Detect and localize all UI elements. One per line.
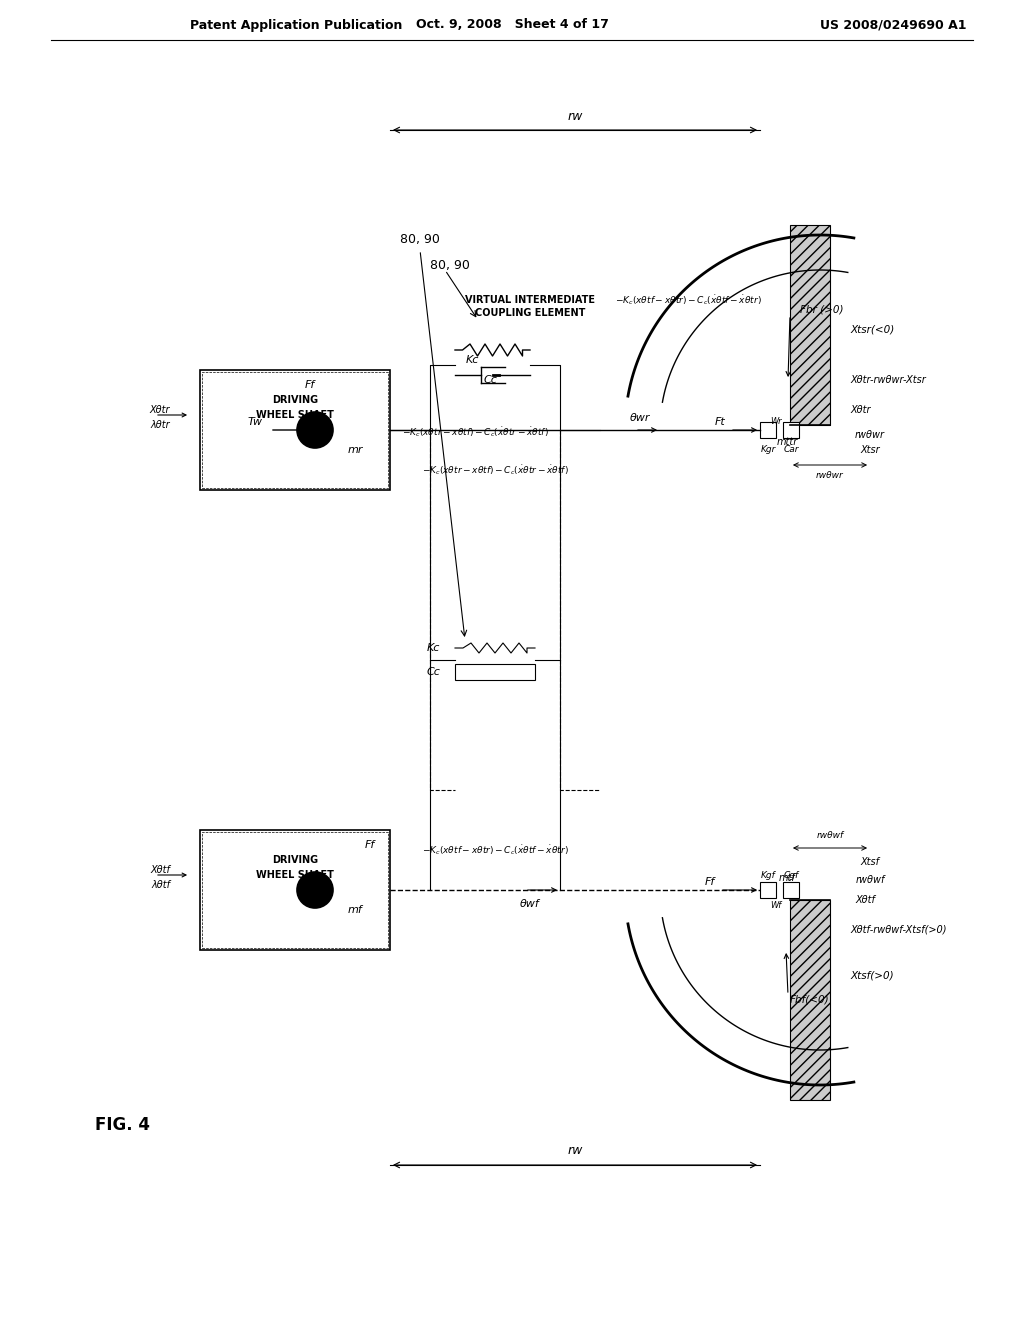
Text: US 2008/0249690 A1: US 2008/0249690 A1 — [820, 18, 967, 32]
Text: $-K_c(x\theta tr-x\theta tf)-C_c(\dot{x}\theta tr-\dot{x}\theta tf)$: $-K_c(x\theta tr-x\theta tf)-C_c(\dot{x}… — [401, 425, 549, 438]
Bar — [783, 422, 799, 438]
Text: WHEEL SHAFT: WHEEL SHAFT — [256, 870, 334, 880]
Bar — [783, 882, 799, 898]
Text: θwr: θwr — [630, 413, 650, 422]
Bar — [200, 830, 390, 950]
Bar — [455, 664, 535, 680]
Text: Kc: Kc — [427, 643, 440, 653]
Text: Xtsf(>0): Xtsf(>0) — [850, 970, 894, 979]
Text: DRIVING: DRIVING — [272, 855, 318, 865]
Bar — [760, 422, 776, 438]
Circle shape — [312, 426, 318, 433]
Text: $-K_c(x\theta tf-x\theta tr)-C_c(\dot{x}\theta tf-\dot{x}\theta tr)$: $-K_c(x\theta tf-x\theta tr)-C_c(\dot{x}… — [422, 843, 568, 857]
Text: rwθwf: rwθwf — [816, 830, 844, 840]
Text: mf: mf — [347, 906, 362, 915]
Circle shape — [312, 887, 318, 894]
Text: Ff: Ff — [365, 840, 375, 850]
Text: Ft: Ft — [715, 417, 725, 426]
Bar — [790, 224, 830, 425]
Text: Xθtf: Xθtf — [151, 865, 170, 875]
Text: rwθwr: rwθwr — [816, 470, 844, 479]
Text: FIG. 4: FIG. 4 — [95, 1115, 150, 1134]
Text: Wr: Wr — [770, 417, 781, 426]
Text: Patent Application Publication: Patent Application Publication — [190, 18, 402, 32]
Text: Tw: Tw — [248, 417, 262, 426]
Text: $-K_c(x\theta tr-x\theta tf)-C_c(\dot{x}\theta tr-\dot{x}\theta tf)$: $-K_c(x\theta tr-x\theta tf)-C_c(\dot{x}… — [422, 463, 568, 477]
Text: Xtsf: Xtsf — [860, 857, 880, 867]
Bar — [202, 372, 388, 488]
Text: mr: mr — [347, 445, 362, 455]
Text: Xθtf-rwθwf-Xtsf(>0): Xθtf-rwθwf-Xtsf(>0) — [850, 925, 946, 935]
Circle shape — [297, 873, 333, 908]
Text: Xtsr(<0): Xtsr(<0) — [850, 325, 894, 335]
Text: VIRTUAL INTERMEDIATE: VIRTUAL INTERMEDIATE — [465, 294, 595, 305]
Text: WHEEL SHAFT: WHEEL SHAFT — [256, 411, 334, 420]
Text: Xθtr-rwθwr-Xtsr: Xθtr-rwθwr-Xtsr — [850, 375, 926, 385]
Bar — [760, 882, 776, 898]
Text: $-K_c(x\theta tf-x\theta tr)-C_c(\dot{x}\theta tf-\dot{x}\theta tr)$: $-K_c(x\theta tf-x\theta tr)-C_c(\dot{x}… — [615, 293, 762, 306]
Text: rwθwf: rwθwf — [855, 875, 885, 884]
Text: Xθtr: Xθtr — [150, 405, 170, 414]
Text: Xθtr: Xθtr — [850, 405, 870, 414]
Text: Fbr (>0): Fbr (>0) — [800, 305, 844, 315]
Text: Xtsr: Xtsr — [860, 445, 880, 455]
Bar — [200, 370, 390, 490]
Text: λθtr: λθtr — [151, 420, 170, 430]
Text: rw: rw — [567, 1144, 583, 1158]
Text: Ff: Ff — [305, 380, 315, 389]
Text: Cgf: Cgf — [783, 870, 799, 879]
Bar — [202, 832, 388, 948]
Circle shape — [297, 412, 333, 447]
Text: rwθwr: rwθwr — [855, 430, 885, 440]
Bar — [790, 900, 830, 1100]
Text: Ff: Ff — [705, 876, 715, 887]
Text: Cc: Cc — [483, 375, 497, 385]
Text: DRIVING: DRIVING — [272, 395, 318, 405]
Text: Kgf: Kgf — [761, 870, 775, 879]
Text: COUPLING ELEMENT: COUPLING ELEMENT — [475, 308, 585, 318]
Text: θwf: θwf — [520, 899, 540, 909]
Text: 80, 90: 80, 90 — [430, 259, 470, 272]
Text: Cc: Cc — [426, 667, 440, 677]
Text: Fbf(<0): Fbf(<0) — [790, 995, 829, 1005]
Text: Kgr: Kgr — [760, 446, 776, 454]
Text: rw: rw — [567, 110, 583, 123]
Text: Car: Car — [783, 446, 799, 454]
Text: 80, 90: 80, 90 — [400, 234, 440, 247]
Text: λθtf: λθtf — [151, 880, 170, 890]
Text: Kc: Kc — [465, 355, 478, 366]
Text: mttr: mttr — [776, 437, 798, 447]
Text: Wf: Wf — [770, 900, 781, 909]
Text: Xθtf: Xθtf — [855, 895, 874, 906]
Text: mtf: mtf — [778, 873, 796, 883]
Text: Oct. 9, 2008   Sheet 4 of 17: Oct. 9, 2008 Sheet 4 of 17 — [416, 18, 608, 32]
